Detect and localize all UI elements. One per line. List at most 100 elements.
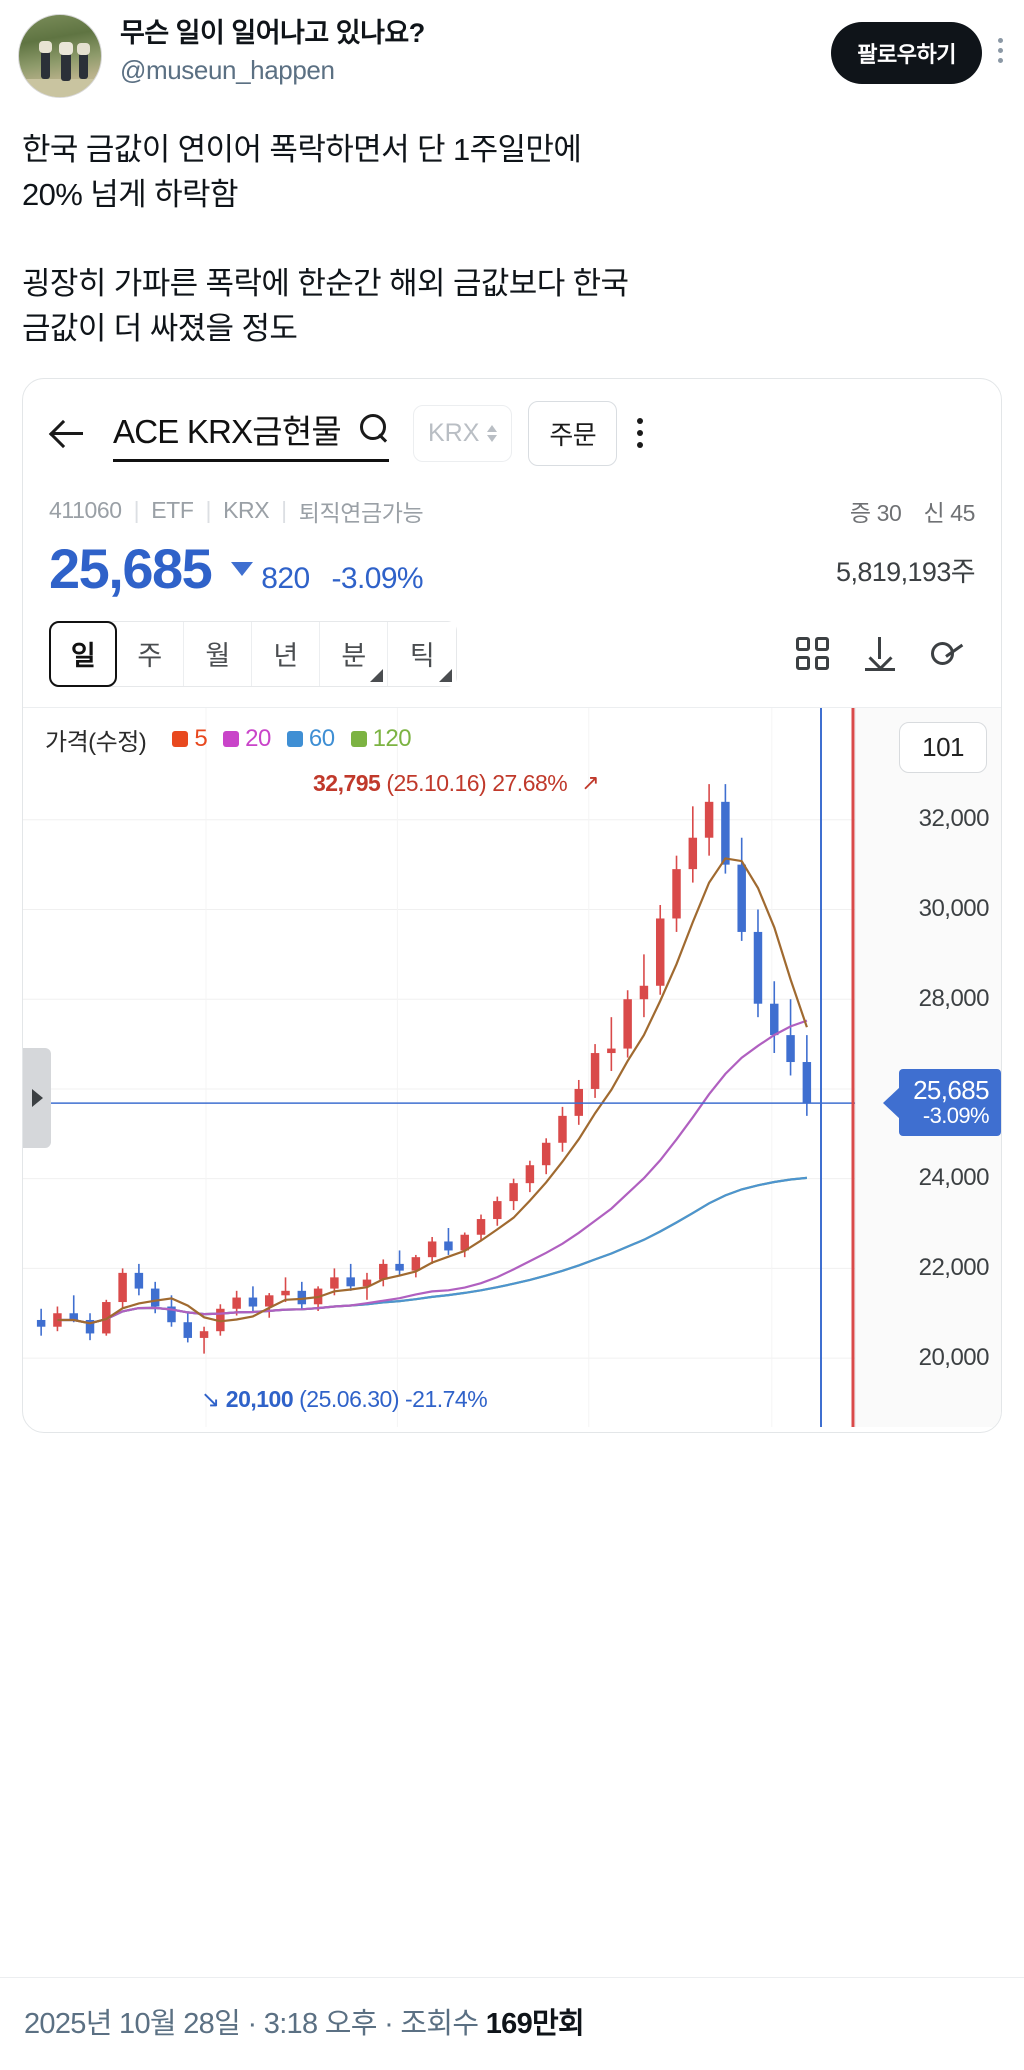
avatar-figure bbox=[61, 51, 71, 81]
footer-separator-1: · bbox=[240, 2008, 264, 2040]
tab-year[interactable]: 년 bbox=[252, 621, 320, 686]
display-name: 무슨 일이 일어나고 있나요? bbox=[120, 18, 425, 48]
price-row: 25,685 820 -3.09% 5,819,193주 bbox=[23, 528, 1001, 599]
app-toolbar: ACE KRX금현물 KRX 주문 bbox=[23, 379, 1001, 476]
avatar-figure bbox=[77, 43, 90, 55]
stock-meta-row: 411060 | ETF | KRX | 퇴직연금가능 증 30 신 45 bbox=[23, 476, 1001, 528]
tweet-time: 3:18 오후 bbox=[263, 2008, 378, 2040]
high-value: 32,795 bbox=[313, 769, 381, 796]
stock-code: 411060 bbox=[49, 497, 122, 524]
chart-high-annotation: 32,795 (25.10.16) 27.68% ↗ bbox=[313, 769, 600, 797]
chart-period-toolbar: 일 주 월 년 분 틱 bbox=[23, 599, 1001, 707]
grid-icon[interactable] bbox=[796, 637, 829, 671]
back-arrow-icon[interactable] bbox=[45, 410, 91, 456]
chart-low-annotation: ↘ 20,100 (25.06.30) -21.74% bbox=[201, 1385, 488, 1413]
period-tabs: 일 주 월 년 분 틱 bbox=[49, 620, 457, 687]
stock-pension-eligible: 퇴직연금가능 bbox=[298, 499, 424, 526]
follow-button[interactable]: 팔로우하기 bbox=[831, 22, 982, 84]
tab-tick-label: 틱 bbox=[409, 641, 435, 672]
embedded-media-card[interactable]: ACE KRX금현물 KRX 주문 411060 | ETF | KRX | 퇴… bbox=[22, 377, 1002, 1433]
price-change: 820 bbox=[261, 561, 310, 595]
kebab-menu-icon[interactable] bbox=[996, 38, 1004, 63]
chart-y-axis: 101 32,00030,00028,00026,00024,00022,000… bbox=[855, 707, 1001, 1427]
meta-credit-rate: 신 45 bbox=[923, 499, 975, 526]
kebab-menu-icon[interactable] bbox=[637, 418, 644, 449]
tab-minute[interactable]: 분 bbox=[320, 621, 388, 686]
order-button[interactable]: 주문 bbox=[528, 400, 618, 466]
legend-label-ma5: 5 bbox=[194, 725, 208, 753]
tab-week-label: 주 bbox=[137, 641, 162, 672]
current-price: 25,685 bbox=[49, 536, 213, 600]
chart-container[interactable]: 가격(수정) 5 20 60 120 32,795 (25.10.16) 27.… bbox=[23, 706, 1001, 1427]
tab-week[interactable]: 주 bbox=[116, 621, 184, 686]
stock-search-field[interactable]: ACE KRX금현물 bbox=[113, 405, 389, 462]
price-flag-value: 25,685 bbox=[913, 1074, 990, 1105]
legend-swatch-ma120 bbox=[350, 731, 367, 748]
paragraph-spacer bbox=[22, 218, 1002, 262]
tab-month[interactable]: 월 bbox=[184, 621, 252, 686]
price-flag-pct: -3.09% bbox=[922, 1103, 990, 1129]
triangle-down-icon bbox=[231, 562, 254, 577]
wrench-icon[interactable] bbox=[931, 638, 967, 670]
meta-divider: | bbox=[205, 497, 212, 524]
y-tick-label: 30,000 bbox=[918, 895, 990, 923]
low-value: 20,100 bbox=[225, 1385, 294, 1412]
chevron-updown-icon bbox=[487, 424, 498, 442]
download-icon[interactable] bbox=[865, 636, 895, 671]
account-handle[interactable]: @museun_happen bbox=[120, 55, 335, 86]
tab-tick[interactable]: 틱 bbox=[388, 621, 456, 686]
tweet-text-line-4: 금값이 더 싸졌을 정도 bbox=[22, 310, 298, 346]
market-select-label: KRX bbox=[427, 418, 480, 447]
views-count: 169만회 bbox=[485, 2008, 585, 2040]
low-date: (25.06.30) bbox=[299, 1385, 399, 1412]
y-tick-label: 32,000 bbox=[918, 805, 990, 833]
y-tick-label: 22,000 bbox=[918, 1253, 990, 1281]
stock-type: ETF bbox=[151, 497, 194, 524]
tweet-date: 2025년 10월 28일 bbox=[24, 2008, 241, 2040]
current-price-flag: 25,685 -3.09% bbox=[899, 1068, 1001, 1137]
meta-divider: | bbox=[133, 497, 140, 524]
chart-legend: 가격(수정) 5 20 60 120 bbox=[45, 722, 412, 757]
tweet-text-line-3: 굉장히 가파른 폭락에 한순간 해외 금값보다 한국 bbox=[22, 265, 629, 301]
trade-volume: 5,819,193주 bbox=[836, 556, 976, 587]
high-date: (25.10.16) bbox=[386, 769, 487, 796]
tab-year-label: 년 bbox=[273, 641, 298, 672]
market-select[interactable]: KRX bbox=[412, 404, 513, 462]
legend-swatch-ma5 bbox=[172, 731, 189, 748]
legend-item-ma120[interactable]: 120 bbox=[350, 725, 412, 753]
legend-item-ma60[interactable]: 60 bbox=[286, 725, 335, 753]
tweet-footer: 2025년 10월 28일 · 3:18 오후 · 조회수 169만회 bbox=[0, 1977, 1024, 2070]
chart-count-badge[interactable]: 101 bbox=[899, 721, 987, 773]
y-tick-label: 28,000 bbox=[918, 984, 990, 1012]
avatar-figure bbox=[59, 42, 73, 55]
avatar-ground bbox=[19, 79, 101, 97]
tab-month-label: 월 bbox=[205, 641, 230, 672]
y-tick-label: 24,000 bbox=[918, 1164, 990, 1192]
legend-item-ma20[interactable]: 20 bbox=[223, 725, 271, 753]
tweet-text: 한국 금값이 연이어 폭락하면서 단 1주일만에 20% 넘게 하락함 굉장히 … bbox=[0, 110, 1024, 352]
price-change-percent: -3.09% bbox=[331, 561, 424, 595]
legend-label-ma20: 20 bbox=[245, 725, 271, 753]
tab-day[interactable]: 일 bbox=[49, 620, 117, 687]
chart-expand-handle-icon[interactable] bbox=[23, 1047, 51, 1148]
legend-swatch-ma60 bbox=[286, 731, 303, 748]
stock-search-value: ACE KRX금현물 bbox=[113, 412, 342, 450]
tab-minute-label: 분 bbox=[341, 641, 366, 672]
tab-day-label: 일 bbox=[70, 641, 96, 672]
y-tick-label: 20,000 bbox=[918, 1343, 990, 1371]
expand-corner-icon bbox=[370, 668, 383, 682]
avatar-figure bbox=[79, 51, 88, 79]
avatar-figure bbox=[41, 49, 50, 79]
stock-market: KRX bbox=[223, 497, 270, 524]
account-names: 무슨 일이 일어나고 있나요? @museun_happen bbox=[120, 14, 425, 86]
legend-item-ma5[interactable]: 5 bbox=[172, 725, 208, 753]
legend-swatch-ma20 bbox=[223, 731, 240, 748]
tweet-text-line-2: 20% 넘게 하락함 bbox=[22, 176, 238, 212]
avatar[interactable] bbox=[18, 14, 102, 98]
stock-meta-right: 증 30 신 45 bbox=[850, 494, 975, 528]
meta-divider: | bbox=[281, 497, 287, 524]
chart-tool-icons bbox=[796, 636, 975, 671]
legend-label-ma60: 60 bbox=[308, 725, 335, 753]
search-icon[interactable] bbox=[359, 413, 389, 443]
chart-plot-area[interactable] bbox=[23, 707, 855, 1427]
